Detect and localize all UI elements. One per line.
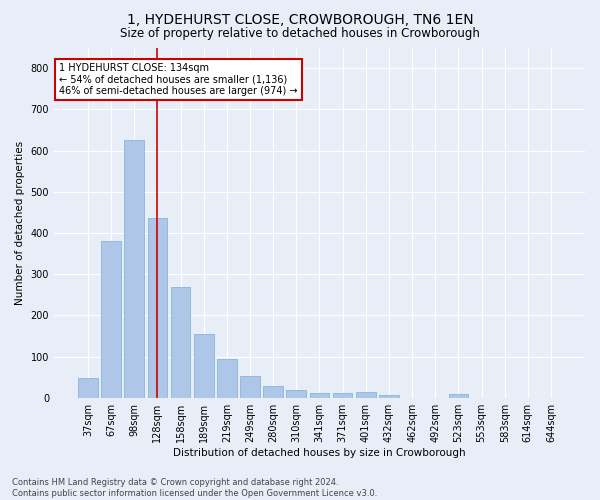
Bar bbox=[148, 218, 167, 398]
Bar bbox=[286, 390, 306, 398]
Bar bbox=[449, 394, 468, 398]
Bar bbox=[101, 240, 121, 398]
Bar bbox=[217, 358, 236, 398]
X-axis label: Distribution of detached houses by size in Crowborough: Distribution of detached houses by size … bbox=[173, 448, 466, 458]
Text: Size of property relative to detached houses in Crowborough: Size of property relative to detached ho… bbox=[120, 28, 480, 40]
Bar bbox=[78, 378, 98, 398]
Text: 1, HYDEHURST CLOSE, CROWBOROUGH, TN6 1EN: 1, HYDEHURST CLOSE, CROWBOROUGH, TN6 1EN bbox=[127, 12, 473, 26]
Bar bbox=[333, 393, 352, 398]
Y-axis label: Number of detached properties: Number of detached properties bbox=[15, 140, 25, 304]
Bar bbox=[170, 288, 190, 398]
Bar bbox=[194, 334, 214, 398]
Text: Contains HM Land Registry data © Crown copyright and database right 2024.
Contai: Contains HM Land Registry data © Crown c… bbox=[12, 478, 377, 498]
Bar bbox=[263, 386, 283, 398]
Bar bbox=[310, 393, 329, 398]
Bar bbox=[124, 140, 144, 398]
Bar bbox=[356, 392, 376, 398]
Text: 1 HYDEHURST CLOSE: 134sqm
← 54% of detached houses are smaller (1,136)
46% of se: 1 HYDEHURST CLOSE: 134sqm ← 54% of detac… bbox=[59, 64, 298, 96]
Bar bbox=[379, 395, 399, 398]
Bar bbox=[240, 376, 260, 398]
